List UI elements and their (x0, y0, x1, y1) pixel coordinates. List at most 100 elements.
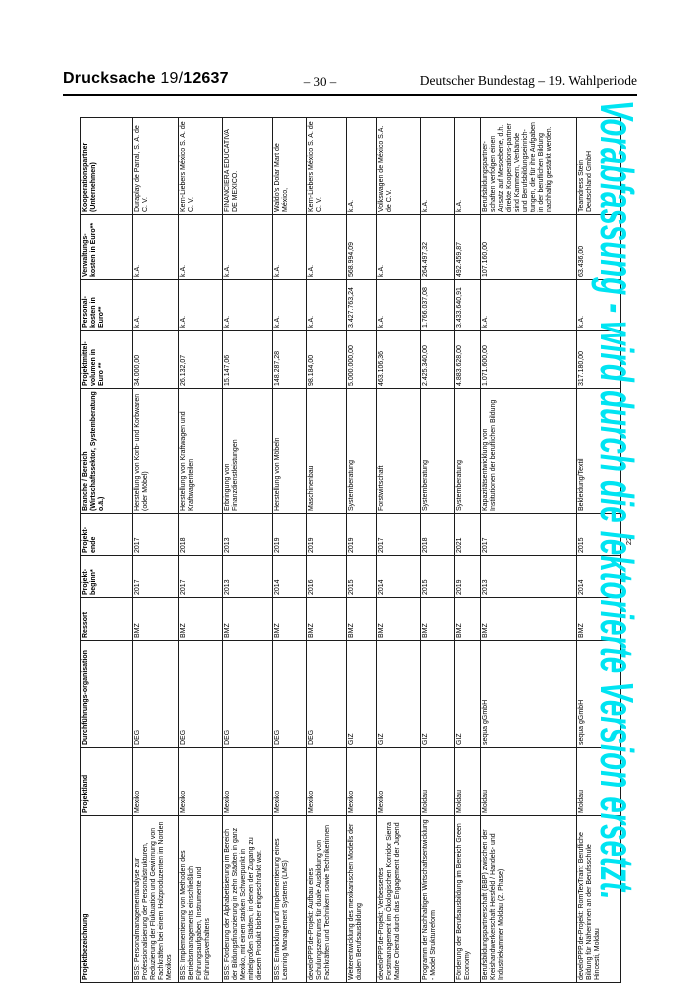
cell-volumen: 463.106,36 (376, 330, 421, 389)
rotated-table-container: Projektbezeichnung Projektland Durchführ… (80, 117, 622, 983)
cell-projektland: Moldau (454, 747, 481, 816)
cell-verwaltung: k.A. (132, 214, 179, 280)
cell-kooperation: Waldo's Dolar Mart de México, (272, 117, 307, 215)
cell-ende: 2018 (178, 513, 223, 556)
cell-personal: k.A. (306, 279, 347, 331)
cell-projektland: Mexiko (346, 747, 377, 816)
cell-projektbezeichnung: BSS: Förderung der Alphabetisierung im B… (222, 815, 273, 983)
cell-volumen: 5.000.000,00 (346, 330, 377, 389)
cell-beginn: 2014 (272, 555, 307, 598)
header-rule (63, 94, 637, 96)
cell-organisation: GIZ (376, 640, 421, 748)
cell-branche: Erbringung von Finanzdienstleistungen (222, 388, 273, 514)
cell-verwaltung: k.A. (272, 214, 307, 280)
cell-ressort: BMZ (222, 597, 273, 641)
header-projektbeginn: Projekt-beginn* (80, 555, 133, 598)
cell-verwaltung: 492.459,87 (454, 214, 481, 280)
cell-projektland: Moldau (420, 747, 455, 816)
doc-number-bold: 12637 (183, 70, 229, 87)
header-projektmittelvolumen: Projektmittel-volumen in Euro ** (80, 330, 133, 389)
doc-number: Drucksache 19/12637 (63, 70, 229, 88)
cell-personal: k.A. (272, 279, 307, 331)
header-kooperationspartner: Kooperationspartner (Unternehmen) (80, 117, 133, 215)
cell-personal: k.A. (480, 279, 577, 331)
page-marker: – 30 – (303, 74, 337, 89)
cell-projektland: Mexiko (222, 747, 273, 816)
table-row: Programm der Nachhaltigen Wirtschaftsent… (420, 117, 455, 983)
cell-ressort: BMZ (132, 597, 179, 641)
cell-branche: Maschinenbau (306, 388, 347, 514)
cell-ende: 2018 (420, 513, 455, 556)
cell-branche: Herstellung von Korb- und Korbwaren (ode… (132, 388, 179, 514)
cell-projektbezeichnung: develoPPP.de-Projekt: Aufbau eines Schul… (306, 815, 347, 983)
cell-kooperation: k.A. (420, 117, 455, 215)
table-row: BSS: Personalmanagementanalyse zur Profe… (132, 117, 179, 983)
cell-ende: 2019 (306, 513, 347, 556)
cell-organisation: DEG (132, 640, 179, 748)
cell-organisation: DEG (306, 640, 347, 748)
table-row: Förderung der Berufsausbildung im Bereic… (454, 117, 481, 983)
vorabfassung-watermark: Vorabfassung - wird durch die lektoriert… (591, 100, 643, 900)
cell-organisation: GIZ (420, 640, 455, 748)
cell-ende: 2017 (376, 513, 421, 556)
header-verwaltungskosten: Verwaltungs-kosten in Euro** (80, 214, 133, 280)
cell-beginn: 2015 (420, 555, 455, 598)
cell-volumen: 2.425.340,00 (420, 330, 455, 389)
cell-kooperation: Kern-Liebers México S. A. de C. V. (306, 117, 347, 215)
cell-volumen: 98.184,00 (306, 330, 347, 389)
cell-projektbezeichnung: develoPPP.de-Projekt: Verbessertes Forst… (376, 815, 421, 983)
cell-beginn: 2017 (178, 555, 223, 598)
cell-kooperation: Kern-Liebers México S. A. de C. V. (178, 117, 223, 215)
doc-number-prefix: 19/ (160, 70, 184, 87)
cell-volumen: 26.132,07 (178, 330, 223, 389)
cell-branche: Forstwirtschaft (376, 388, 421, 514)
cell-kooperation: FINANCIERA EDUCATIVA DE MEXICO. (222, 117, 273, 215)
cell-ressort: BMZ (272, 597, 307, 641)
cell-ende: 2017 (480, 513, 577, 556)
cell-ressort: BMZ (376, 597, 421, 641)
cell-organisation: DEG (272, 640, 307, 748)
cell-ressort: BMZ (178, 597, 223, 641)
header-projektende: Projekt-ende (80, 513, 133, 556)
cell-beginn: 2015 (346, 555, 377, 598)
cell-beginn: 2014 (376, 555, 421, 598)
cell-projektbezeichnung: BSS: Entwicklung und Implementierung ein… (272, 815, 307, 983)
doc-label: Drucksache (63, 70, 156, 87)
cell-beginn: 2017 (132, 555, 179, 598)
header-personalkosten: Personal-kosten in Euro** (80, 279, 133, 331)
cell-verwaltung: 264.497,32 (420, 214, 455, 280)
cell-volumen: 1.071.600,00 (480, 330, 577, 389)
cell-projektbezeichnung: Programm der Nachhaltigen Wirtschaftsent… (420, 815, 455, 983)
cell-personal: k.A. (222, 279, 273, 331)
cell-branche: Systemberatung (420, 388, 455, 514)
cell-personal: k.A. (132, 279, 179, 331)
cell-organisation: GIZ (346, 640, 377, 748)
cell-organisation: sequa gGmbH (480, 640, 577, 748)
cell-kooperation: Berufsbildungspartner-schaften verfolgen… (480, 117, 577, 215)
cell-verwaltung: k.A. (178, 214, 223, 280)
cell-verwaltung: 568.994,09 (346, 214, 377, 280)
cell-projektland: Mexiko (132, 747, 179, 816)
cell-projektland: Moldau (480, 747, 577, 816)
cell-personal: 1.766.037,08 (420, 279, 455, 331)
cell-beginn: 2013 (480, 555, 577, 598)
table-row: Weiterentwicklung des mexikanischen Mode… (346, 117, 377, 983)
cell-verwaltung: k.A. (376, 214, 421, 280)
cell-ressort: BMZ (480, 597, 577, 641)
table-row: BSS: Implementierung von Methoden des Be… (178, 117, 223, 983)
header-ressort: Ressort (80, 597, 133, 641)
cell-projektbezeichnung: Weiterentwicklung des mexikanischen Mode… (346, 815, 377, 983)
cell-personal: k.A. (376, 279, 421, 331)
cell-beginn: 2013 (222, 555, 273, 598)
cell-branche: Herstellung von Möbeln (272, 388, 307, 514)
header-branche: Branche / Bereich (Wirtschaftssektor, Sy… (80, 388, 133, 514)
table-row: BSS: Förderung der Alphabetisierung im B… (222, 117, 273, 983)
header-projektbezeichnung: Projektbezeichnung (80, 815, 133, 983)
header-projektland: Projektland (80, 747, 133, 816)
cell-ende: 2017 (132, 513, 179, 556)
table-row: develoPPP.de-Projekt: Verbessertes Forst… (376, 117, 421, 983)
cell-ressort: BMZ (346, 597, 377, 641)
cell-projektbezeichnung: Berufsbildungspartnerschaft (BBP) zwisch… (480, 815, 577, 983)
header-durchfuehrungsorganisation: Durchführungs-organisation (80, 640, 133, 748)
table-row: Berufsbildungspartnerschaft (BBP) zwisch… (480, 117, 577, 983)
